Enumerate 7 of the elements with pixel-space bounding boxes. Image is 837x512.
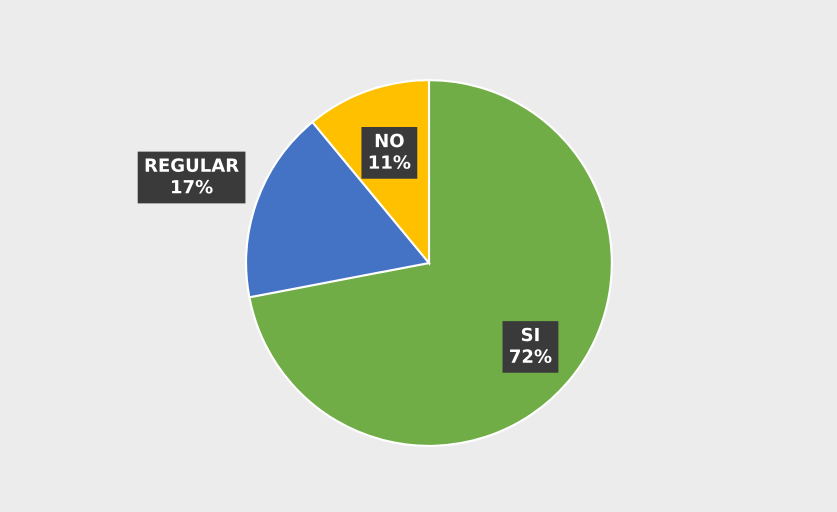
data-label: 72% <box>510 349 552 363</box>
slice-label: SI <box>522 328 539 342</box>
data-label: 11% <box>370 155 410 169</box>
slice-label: REGULAR <box>146 158 239 172</box>
pie-slice <box>248 79 613 447</box>
data-label: 17% <box>172 180 213 194</box>
slice-label: NO <box>376 134 404 148</box>
